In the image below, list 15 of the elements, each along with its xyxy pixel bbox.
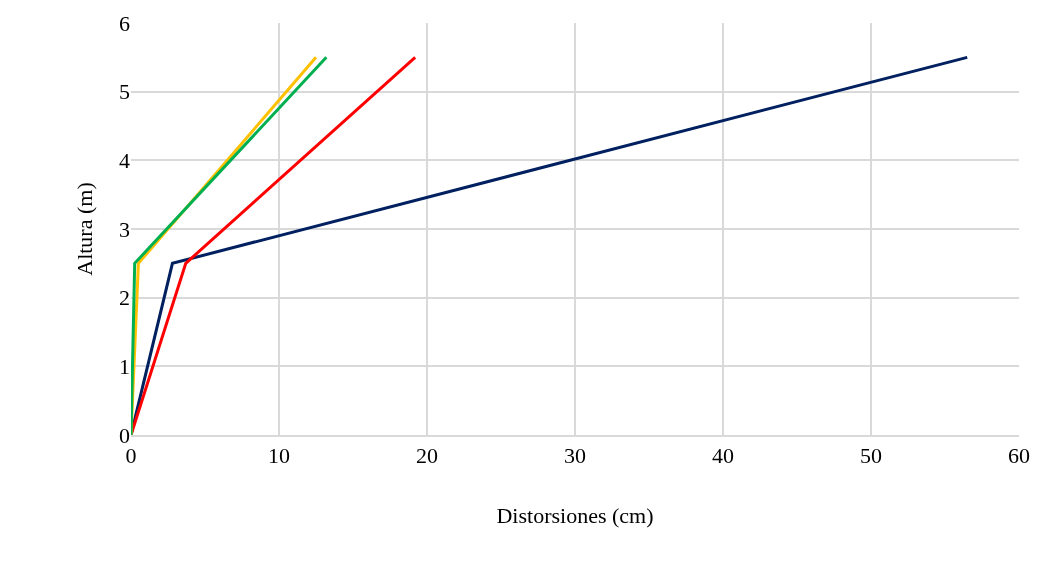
y-tick-label: 6 <box>119 10 130 36</box>
x-tick-label: 60 <box>1008 443 1030 469</box>
y-tick-label: 3 <box>119 216 130 242</box>
y-tick-label: 4 <box>119 148 130 174</box>
y-tick-label: 2 <box>119 285 130 311</box>
x-axis-title: Distorsiones (cm) <box>496 502 654 528</box>
y-tick-label: 0 <box>119 422 130 448</box>
x-tick-label: 10 <box>268 443 290 469</box>
x-tick-label: 20 <box>416 443 438 469</box>
x-tick-label: 30 <box>564 443 586 469</box>
x-tick-label: 50 <box>860 443 882 469</box>
y-axis-title: Altura (m) <box>71 182 97 276</box>
y-tick-label: 1 <box>119 354 130 380</box>
y-tick-label: 5 <box>119 79 130 105</box>
x-tick-label: 40 <box>712 443 734 469</box>
